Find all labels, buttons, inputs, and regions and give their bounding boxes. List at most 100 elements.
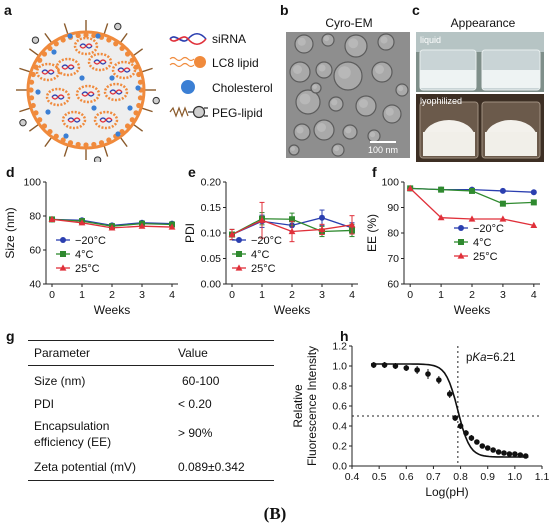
particle-core [323, 35, 330, 42]
panel-label-h: h [340, 328, 349, 344]
x-axis-label: Weeks [274, 303, 310, 317]
particle-core [359, 99, 368, 108]
legend-marker [60, 237, 66, 243]
y-axis-label: PDI [183, 223, 197, 243]
lipid-head [37, 57, 43, 63]
data-point [530, 189, 537, 196]
y-tick-label: 100 [23, 177, 41, 189]
peg-chain [28, 123, 40, 132]
x-tick-label: 0.9 [480, 471, 495, 483]
cholesterol-icon [181, 80, 195, 94]
data-point [452, 415, 458, 421]
lipid-head [75, 141, 81, 148]
particle-core [385, 107, 394, 116]
particle-core [338, 66, 351, 79]
y-axis-label: Relative [291, 384, 305, 428]
table-top-rule [28, 340, 274, 341]
chart-pdi: 0.00 0.05 0.10 0.15 0.20 0 1 2 3 4 Weeks PDI −20°C 4°… [183, 177, 358, 317]
lipid-head [124, 51, 131, 57]
x-tick-label: 3 [319, 289, 325, 301]
lipid-micelle [103, 82, 129, 102]
particle-core [333, 145, 340, 152]
y-tick-label: 0.2 [332, 441, 347, 453]
particle-core [331, 99, 338, 106]
data-point [108, 224, 116, 231]
table-row-size-value: 60-100 [182, 374, 220, 388]
particle-shell [26, 30, 146, 150]
y-tick-label: 0.10 [201, 228, 222, 240]
legend-label: −20°C [251, 235, 282, 247]
data-point [522, 453, 529, 459]
data-point [512, 451, 518, 457]
particle-core [297, 37, 306, 46]
lipid-head [41, 123, 48, 129]
sirna-strand [93, 59, 107, 65]
sirna-strand [117, 67, 131, 73]
x-tick-label: 4 [349, 289, 355, 301]
data-point [228, 230, 236, 238]
sirna-strand [99, 117, 113, 123]
x-tick-label: 1 [79, 289, 85, 301]
scalebar-label: 100 nm [368, 145, 399, 155]
peg-chain [28, 48, 40, 57]
x-tick-label: 3 [139, 289, 145, 301]
panel-label-c: c [412, 2, 420, 18]
legend-label: 25°C [75, 263, 100, 275]
particle-core [296, 126, 304, 134]
lipid-head [75, 32, 81, 39]
particle-core [317, 123, 326, 132]
data-point [474, 439, 480, 445]
data-point [48, 215, 56, 222]
lipid-head [137, 79, 144, 85]
peg-head [93, 156, 102, 162]
legend-marker [235, 264, 243, 271]
lyophilized-label: lyophilized [420, 96, 463, 106]
x-tick-label: 1.1 [535, 471, 550, 483]
cholesterol-dot [135, 85, 141, 91]
y-tick-label: 90 [387, 202, 399, 214]
table-header-rule [28, 365, 274, 366]
data-point [348, 221, 356, 228]
y-tick-label: 70 [387, 253, 399, 265]
y-tick-label: 0.15 [201, 202, 222, 214]
lipid-head [91, 32, 97, 39]
x-tick-label: 2 [289, 289, 295, 301]
peg-chain [132, 48, 144, 57]
x-axis-label: Log(pH) [425, 485, 468, 499]
pka-annotation: pKa=6.21 [466, 352, 516, 364]
data-point [469, 187, 475, 194]
cholesterol-dot [35, 89, 41, 95]
table-row-ee-value: > 90% [178, 426, 213, 440]
lipid-head [28, 95, 35, 101]
lnp-schematic [16, 20, 160, 162]
data-point [414, 367, 420, 373]
legend-label: 4°C [473, 237, 492, 249]
lipid-head [137, 95, 144, 101]
x-tick-label: 1 [259, 289, 265, 301]
y-tick-label: 1.2 [332, 341, 347, 353]
lipid-head [119, 128, 125, 135]
particle-core [380, 36, 388, 44]
data-point [495, 449, 502, 455]
lipid-head [106, 37, 112, 43]
lipid-head [133, 110, 139, 116]
y-tick-label: 1.0 [332, 361, 347, 373]
peg-chain [44, 136, 53, 148]
data-point [138, 222, 146, 229]
sirna-strand [79, 43, 93, 49]
cholesterol-dot [79, 75, 85, 81]
y-tick-label: 60 [29, 245, 41, 257]
table-row-pdi-param: PDI [34, 397, 55, 411]
cholesterol-dot [95, 33, 101, 39]
table-bottom-rule [28, 480, 274, 481]
particle-core [348, 38, 359, 49]
data-point [490, 447, 496, 453]
table-row-zeta-value: 0.089±0.342 [178, 460, 245, 474]
sirna-strand [109, 89, 123, 95]
lc8-lipid-icon [169, 56, 206, 68]
table-row-ee-param: Encapsulation efficiency (EE) [34, 419, 112, 449]
x-tick-label: 0 [49, 289, 55, 301]
data-point [499, 200, 506, 207]
x-axis-label: Weeks [454, 303, 490, 317]
panel-label-g: g [6, 328, 15, 344]
